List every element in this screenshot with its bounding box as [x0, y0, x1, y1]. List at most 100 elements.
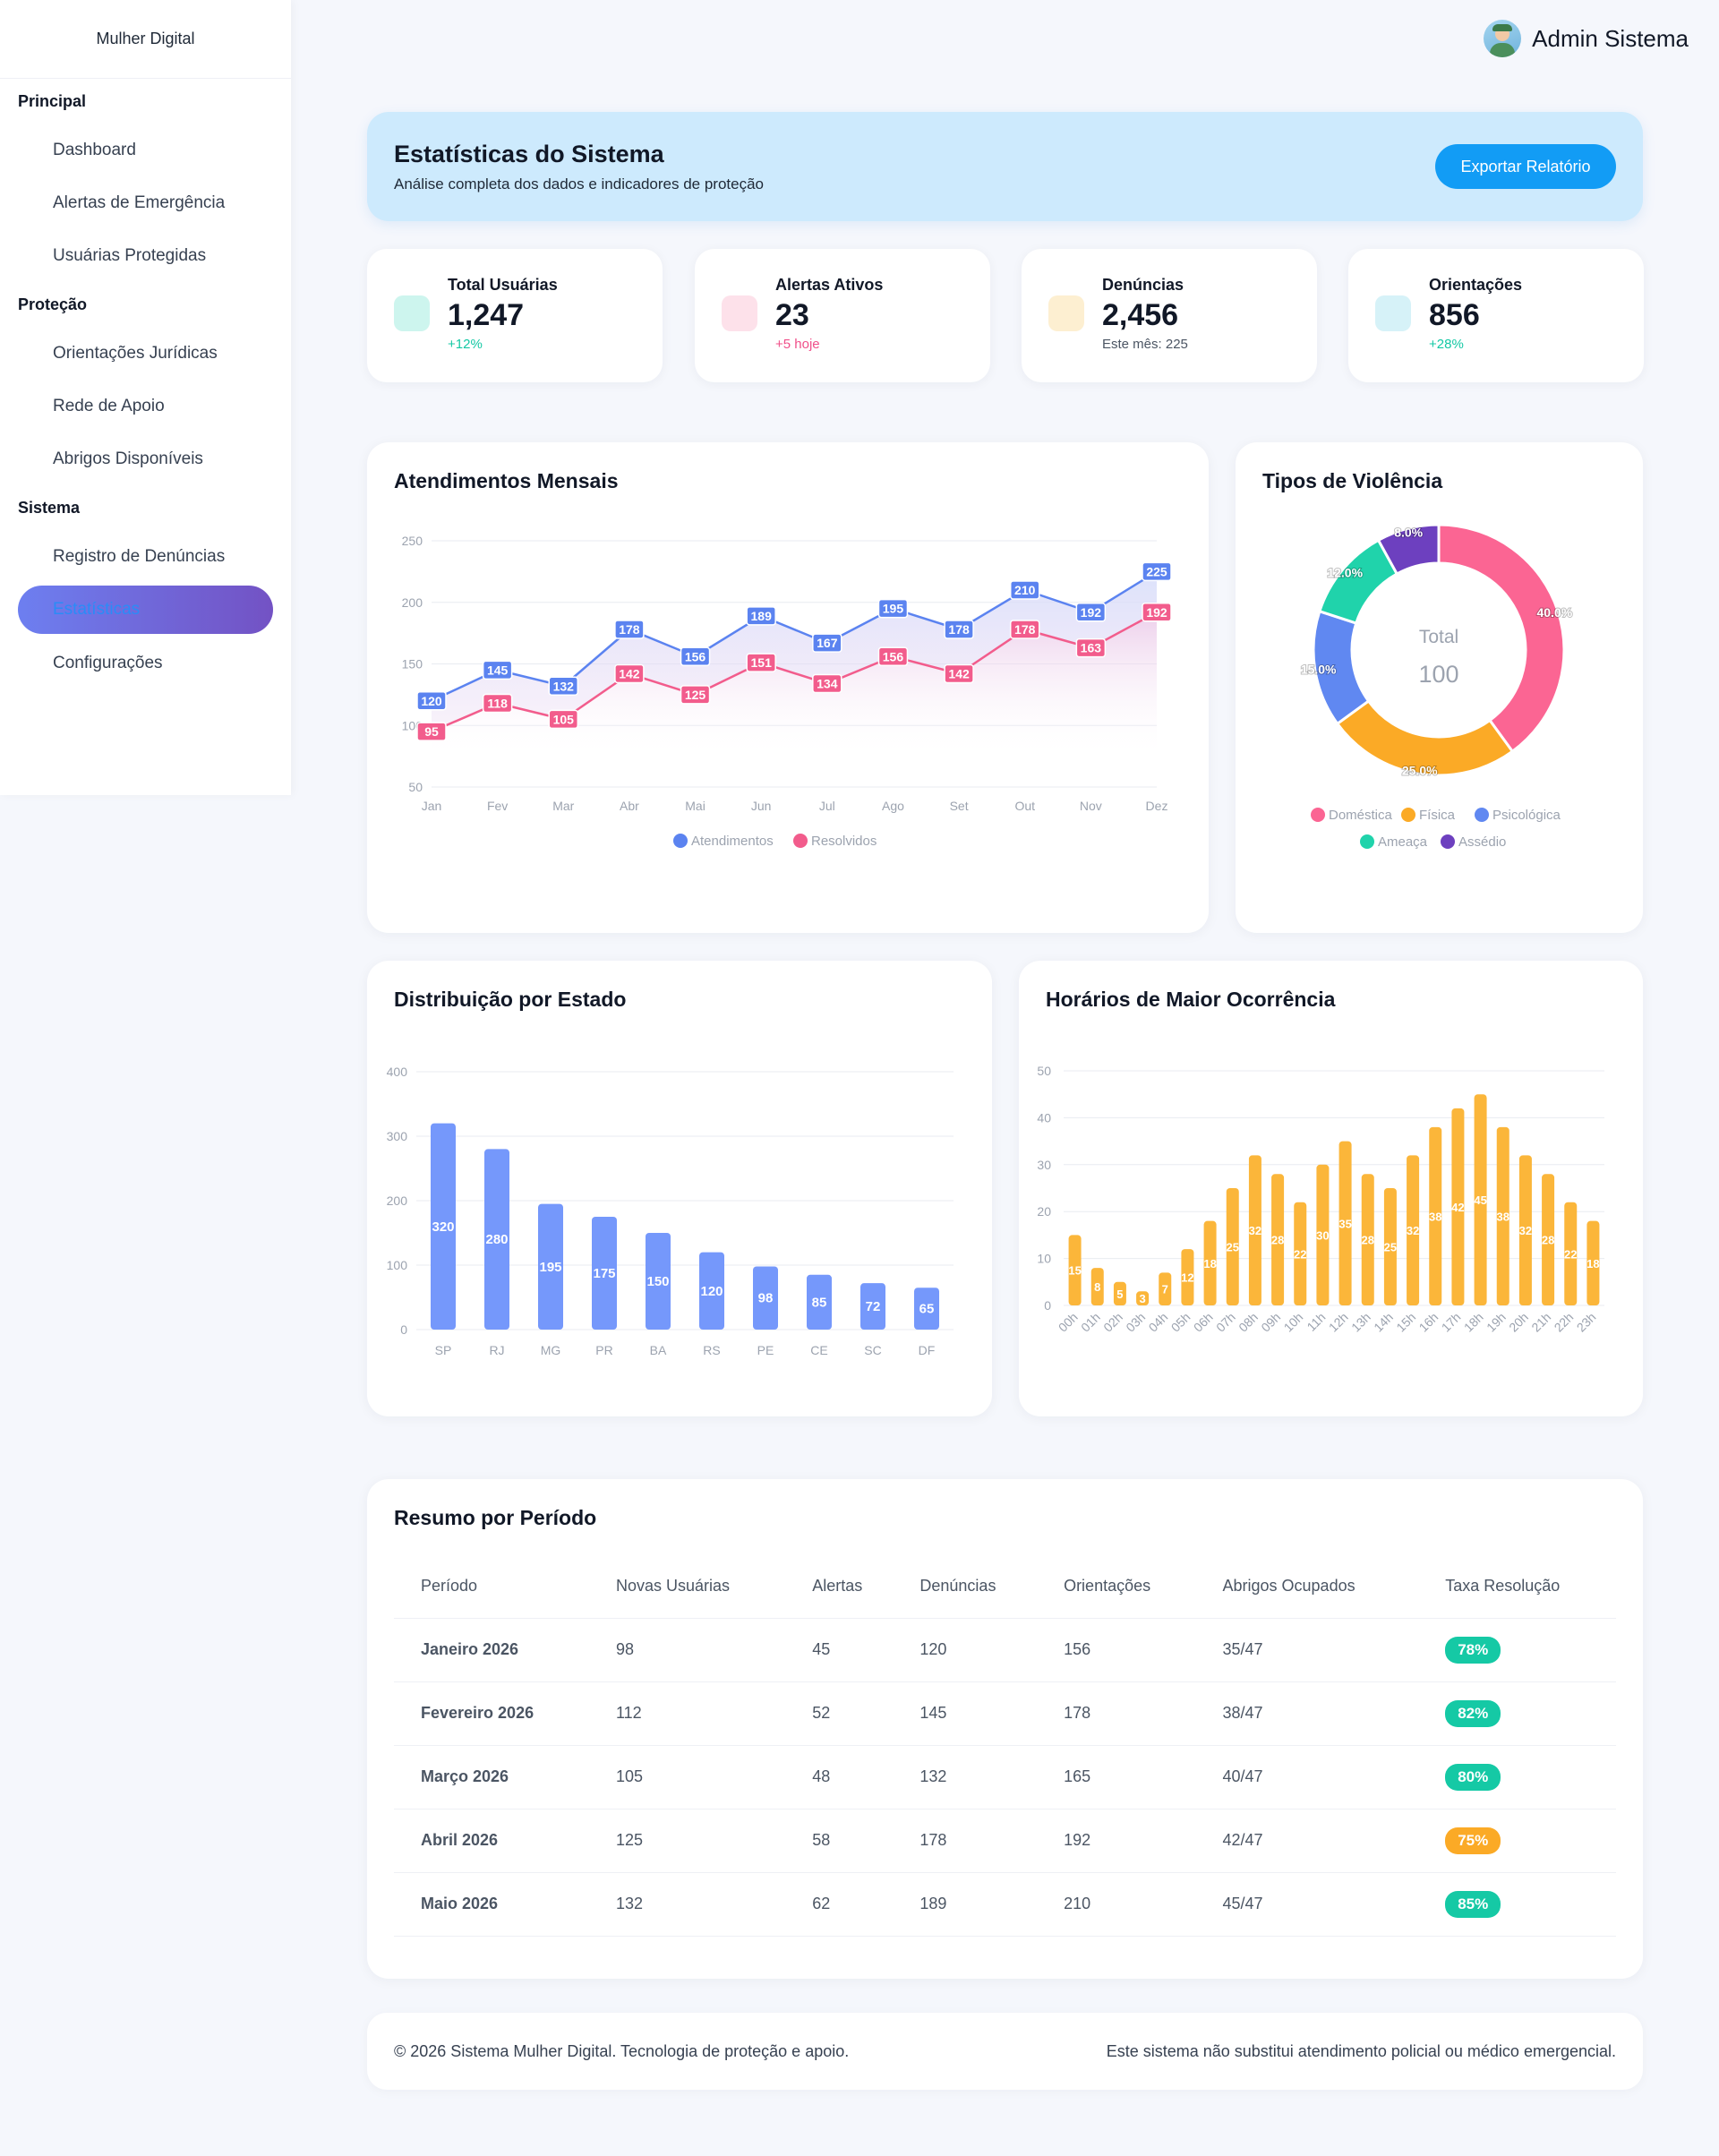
stat-change: +5 hoje — [775, 337, 820, 352]
user-avatar-icon — [1484, 20, 1522, 57]
stat-value: 23 — [775, 298, 809, 332]
resolution-rate-badge: 75% — [1445, 1827, 1501, 1854]
bar — [431, 1123, 456, 1330]
donut-center-value: 100 — [1418, 661, 1458, 688]
bar-value-label: 175 — [593, 1266, 615, 1281]
bar-value-label: 28 — [1542, 1234, 1554, 1247]
sidebar-item-configuracoes[interactable]: Configurações — [53, 653, 163, 672]
x-tick-label: Fev — [487, 799, 508, 813]
x-tick-label: Jul — [819, 799, 835, 813]
violence-chart-title: Tipos de Violência — [1262, 469, 1443, 492]
x-tick-label: 21h — [1528, 1310, 1553, 1335]
data-label: 95 — [424, 724, 439, 739]
sidebar-item-denuncias[interactable]: Registro de Denúncias — [53, 546, 226, 566]
bar-value-label: 7 — [1162, 1283, 1168, 1296]
summary-table: Período Novas Usuárias Alertas Denúncias… — [394, 1555, 1616, 1937]
bar-value-label: 38 — [1497, 1210, 1509, 1223]
y-tick-label: 100 — [387, 1258, 408, 1272]
x-tick-label: 01h — [1078, 1310, 1103, 1335]
stat-card-orientacoes: Orientações 856 +28% — [1348, 249, 1644, 382]
hours-bar-chart: 0 10 20 30 40 50 15 00h 8 01h 5 02h 3 03h 7 04h 12 05h 18 0… — [1037, 1064, 1604, 1335]
stat-label: Total Usuárias — [448, 276, 558, 294]
data-point — [680, 685, 711, 705]
alert-icon — [722, 295, 757, 331]
sidebar-item-abrigos[interactable]: Abrigos Disponíveis — [53, 449, 203, 468]
sidebar-item-usuarias[interactable]: Usuárias Protegidas — [53, 245, 207, 265]
column-header: Novas Usuárias — [588, 1555, 786, 1619]
table-cell-alertas: 62 — [785, 1872, 894, 1937]
table-cell-abrigos: 42/47 — [1195, 1809, 1419, 1873]
legend-marker — [793, 834, 808, 848]
table-row: Abril 2026 125 58 178 192 42/47 75% — [394, 1809, 1616, 1873]
report-icon — [1048, 295, 1084, 331]
bar-value-label: 32 — [1249, 1224, 1261, 1237]
bar — [1159, 1272, 1172, 1305]
bar — [1451, 1108, 1465, 1305]
x-tick-label: PR — [595, 1343, 612, 1357]
table-cell-novas: 125 — [588, 1809, 786, 1873]
table-cell-taxa: 85% — [1418, 1872, 1616, 1937]
sidebar-item-orientacoes[interactable]: Orientações Jurídicas — [53, 343, 218, 363]
x-tick-label: 06h — [1191, 1310, 1216, 1335]
x-tick-label: 09h — [1258, 1310, 1283, 1335]
sidebar-item-dashboard[interactable]: Dashboard — [53, 140, 136, 159]
bar — [1068, 1235, 1082, 1305]
legend-marker — [1441, 834, 1455, 849]
bar-value-label: 45 — [1474, 1194, 1486, 1207]
data-label: 132 — [553, 679, 575, 693]
data-point — [877, 598, 909, 619]
data-label: 105 — [553, 712, 575, 726]
table-cell-denuncias: 120 — [893, 1618, 1038, 1682]
bar-value-label: 8 — [1094, 1280, 1100, 1294]
x-tick-label: 18h — [1461, 1310, 1486, 1335]
sidebar-item-alertas[interactable]: Alertas de Emergência — [53, 192, 226, 212]
data-point — [548, 676, 579, 696]
y-tick-label: 150 — [402, 657, 423, 672]
x-tick-label: 08h — [1236, 1310, 1261, 1335]
data-point — [877, 646, 909, 666]
y-tick-label: 10 — [1037, 1252, 1051, 1266]
bar-value-label: 25 — [1384, 1241, 1397, 1254]
table-cell-period: Janeiro 2026 — [394, 1618, 589, 1682]
x-tick-label: 02h — [1100, 1310, 1125, 1335]
export-report-button[interactable]: Exportar Relatório — [1435, 144, 1616, 189]
data-label: 142 — [619, 667, 640, 681]
data-point — [944, 663, 974, 684]
bar-value-label: 15 — [1068, 1264, 1081, 1278]
bar — [1294, 1202, 1307, 1305]
x-tick-label: Mai — [685, 799, 706, 813]
sidebar: Mulher Digital Principal Dashboard Alert… — [0, 0, 291, 795]
stat-card-alertas: Alertas Ativos 23 +5 hoje — [695, 249, 990, 382]
table-cell-orientacoes: 156 — [1037, 1618, 1196, 1682]
data-label: 178 — [1014, 622, 1036, 637]
x-tick-label: Jun — [751, 799, 772, 813]
sidebar-item-rede-apoio[interactable]: Rede de Apoio — [53, 396, 165, 415]
bar-value-label: 3 — [1139, 1292, 1145, 1305]
bar — [646, 1233, 671, 1330]
data-point — [1075, 637, 1107, 658]
y-tick-label: 20 — [1037, 1204, 1051, 1219]
stat-label: Alertas Ativos — [775, 276, 884, 294]
sidebar-item-estatisticas[interactable]: Estatísticas — [18, 586, 273, 634]
legend-label: Física — [1419, 808, 1456, 823]
y-tick-label: 200 — [387, 1194, 408, 1208]
table-cell-taxa: 78% — [1418, 1618, 1616, 1682]
bar-value-label: 18 — [1586, 1257, 1599, 1270]
data-label: 178 — [619, 622, 640, 637]
data-label: 125 — [685, 688, 706, 702]
user-menu[interactable]: Admin Sistema — [1484, 20, 1689, 57]
bar-value-label: 195 — [539, 1260, 561, 1275]
data-point — [1075, 603, 1107, 622]
stat-value: 2,456 — [1102, 298, 1179, 332]
data-point — [614, 663, 645, 684]
table-cell-abrigos: 40/47 — [1195, 1745, 1419, 1810]
page-subtitle: Análise completa dos dados e indicadores… — [394, 175, 764, 192]
bar — [1518, 1155, 1532, 1305]
brand-name: Mulher Digital — [0, 0, 291, 79]
bar — [1338, 1141, 1352, 1305]
table-cell-abrigos: 38/47 — [1195, 1681, 1419, 1746]
data-point — [812, 673, 842, 694]
data-point — [1009, 620, 1040, 639]
table-cell-novas: 98 — [588, 1618, 786, 1682]
